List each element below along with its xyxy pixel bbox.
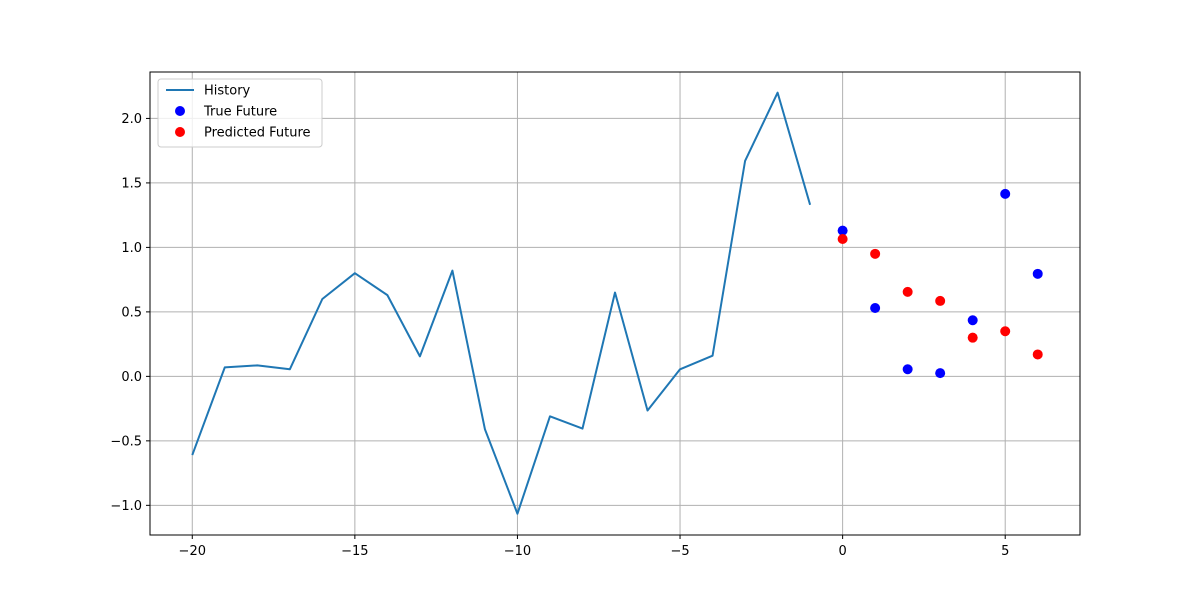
legend-label-history: History [204, 84, 251, 99]
x-tick-label: −20 [179, 544, 206, 559]
series-layer [191, 91, 1043, 515]
legend: History True Future Predicted Future [157, 78, 323, 148]
y-tick-label: 0.0 [121, 370, 142, 385]
x-tick-label: −10 [504, 544, 531, 559]
x-tick-label: −15 [341, 544, 368, 559]
point-predicted-future [967, 332, 978, 343]
y-tick-label: −0.5 [110, 434, 142, 449]
point-true-future [902, 364, 913, 375]
y-tick-label: 2.0 [121, 112, 142, 127]
plot-frame [149, 71, 1081, 536]
axis-ticks: −20 −15 −10 −5 0 5 −1.0 −0.5 0.0 0.5 1.0 1.5 2.0 [110, 112, 1009, 559]
legend-label-predicted-future: Predicted Future [204, 126, 311, 141]
point-predicted-future [1000, 326, 1011, 337]
legend-marker-true-future [175, 106, 185, 116]
point-predicted-future [935, 295, 946, 306]
y-tick-label: 1.0 [121, 241, 142, 256]
y-tick-label: 1.5 [121, 176, 142, 191]
point-true-future [1000, 188, 1011, 199]
x-tick-label: −5 [670, 544, 689, 559]
point-true-future [1032, 268, 1043, 279]
point-predicted-future [837, 234, 848, 245]
legend-box [157, 78, 323, 148]
x-tick-label: 0 [838, 544, 846, 559]
point-predicted-future [870, 248, 881, 259]
point-predicted-future [1032, 349, 1043, 360]
point-true-future [967, 315, 978, 326]
y-tick-label: −1.0 [110, 499, 142, 514]
y-tick-label: 0.5 [121, 305, 142, 320]
grid [150, 72, 1080, 535]
point-true-future [935, 368, 946, 379]
series-line-history [191, 91, 812, 515]
point-true-future [837, 225, 848, 236]
legend-marker-predicted-future [175, 127, 185, 137]
point-true-future [870, 303, 881, 314]
x-tick-label: 5 [1001, 544, 1009, 559]
point-predicted-future [902, 286, 913, 297]
legend-label-true-future: True Future [203, 105, 277, 120]
